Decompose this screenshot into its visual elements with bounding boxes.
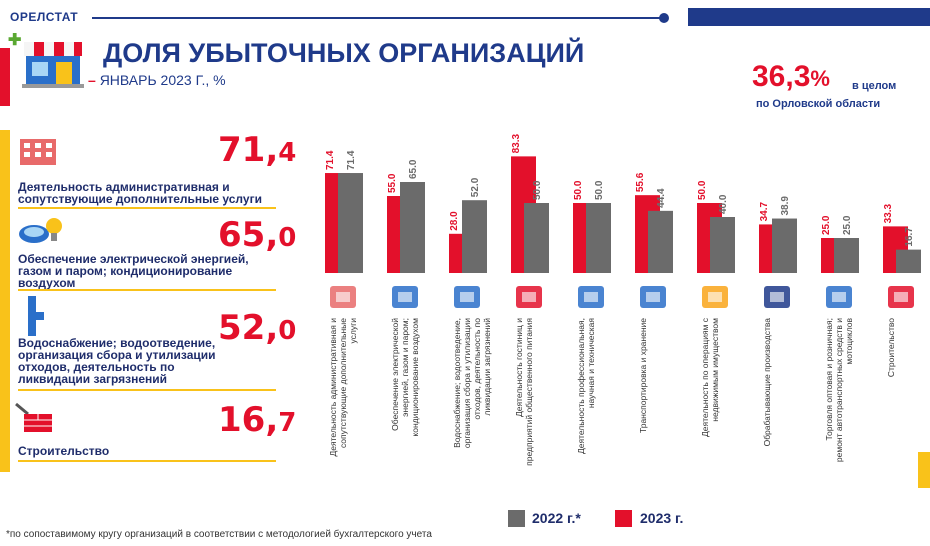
header-dot bbox=[659, 13, 669, 23]
category-label-3: Деятельность гостиниц и предприятий обще… bbox=[514, 318, 534, 466]
kpi-divider bbox=[18, 207, 276, 209]
category-label-7: Обрабатывающие производства bbox=[762, 318, 772, 447]
kpi-value-water: 52,0 bbox=[218, 308, 297, 348]
category-label-1: Обеспечение электрической энергией, газо… bbox=[390, 318, 420, 437]
category-label-6: Деятельность по операциям с недвижимым и… bbox=[700, 318, 720, 437]
bar-2022-5 bbox=[648, 210, 673, 273]
kpi-value-construction: 16,7 bbox=[218, 400, 297, 440]
page-title: ДОЛЯ УБЫТОЧНЫХ ОРГАНИЗАЦИЙ bbox=[103, 38, 585, 68]
header-bar bbox=[688, 8, 930, 26]
brick-trowel-icon bbox=[15, 402, 52, 432]
microscope-icon bbox=[578, 286, 604, 308]
bar-2022-8 bbox=[834, 238, 859, 273]
value-label-2022-4: 50.0 bbox=[594, 180, 605, 200]
brand-name: ОРЕЛСТАТ bbox=[10, 10, 79, 24]
header-rule bbox=[92, 17, 660, 19]
bar-2022-6 bbox=[710, 217, 735, 273]
value-label-2023-0: 71.4 bbox=[325, 150, 336, 170]
kpi-divider bbox=[18, 389, 276, 391]
kpi-label-water: Водоснабжение; водоотведение, организаци… bbox=[18, 336, 216, 386]
value-label-2023-2: 28.0 bbox=[449, 211, 460, 231]
shop-icon bbox=[22, 42, 84, 88]
value-label-2023-4: 50.0 bbox=[573, 180, 584, 200]
value-label-2022-6: 40.0 bbox=[718, 194, 729, 214]
bar-2022-7 bbox=[772, 218, 797, 273]
category-label-2: Водоснабжение; водоотведение, организаци… bbox=[452, 318, 492, 449]
footnote: *по сопоставимому кругу организаций в со… bbox=[6, 529, 432, 540]
legend-label-2023: 2023 г. bbox=[640, 510, 684, 526]
category-label-9: Строительство bbox=[886, 318, 896, 378]
value-label-2023-6: 50.0 bbox=[697, 180, 708, 200]
car-repair-icon bbox=[826, 286, 852, 308]
value-label-2022-0: 71.4 bbox=[346, 150, 357, 170]
bar-2022-4 bbox=[586, 203, 611, 273]
value-label-2023-1: 55.0 bbox=[387, 173, 398, 193]
value-label-2022-9: 16.7 bbox=[904, 227, 915, 247]
bar-2022-3 bbox=[524, 203, 549, 273]
kpi-label-construction: Строительство bbox=[18, 444, 110, 458]
category-label-0: Деятельность административная и сопутств… bbox=[328, 318, 358, 457]
value-label-2023-3: 83.3 bbox=[511, 133, 522, 153]
office-building-icon bbox=[330, 286, 356, 308]
kpi-label-admin: Деятельность административная и сопутств… bbox=[18, 180, 262, 206]
kpi-divider bbox=[18, 289, 276, 291]
value-label-2022-1: 65.0 bbox=[408, 159, 419, 179]
accent-bar-red bbox=[0, 48, 10, 106]
kpi-icon-energy bbox=[16, 214, 64, 253]
kpi-icon-office bbox=[18, 135, 58, 172]
water-pipe-icon bbox=[28, 296, 44, 336]
value-label-2022-2: 52.0 bbox=[470, 177, 481, 197]
brick-trowel-icon bbox=[888, 286, 914, 308]
plus-icon: ✚ bbox=[8, 32, 22, 49]
value-label-2022-3: 50.0 bbox=[532, 180, 543, 200]
category-label-8: Торговля оптовая и розничная; ремонт авт… bbox=[824, 318, 854, 463]
value-label-2023-7: 34.7 bbox=[759, 202, 770, 222]
value-label-2023-9: 33.3 bbox=[883, 203, 894, 223]
category-label-5: Транспортировка и хранение bbox=[638, 318, 648, 433]
bar-2022-1 bbox=[400, 182, 425, 273]
water-pipe-icon bbox=[454, 286, 480, 308]
legend-swatch-2023 bbox=[615, 510, 632, 527]
kpi-value-energy: 65,0 bbox=[218, 215, 297, 255]
category-label-4: Деятельность профессиональная, научная и… bbox=[576, 318, 596, 455]
legend-label-2022: 2022 г.* bbox=[532, 510, 581, 526]
total-caption-2: по Орловской области bbox=[756, 98, 881, 110]
page-subtitle: – ЯНВАРЬ 2023 Г., % bbox=[88, 72, 226, 88]
value-label-2022-8: 25.0 bbox=[842, 215, 853, 235]
energy-icon bbox=[19, 218, 62, 243]
legend-swatch-2022 bbox=[508, 510, 525, 527]
value-label-2022-7: 38.9 bbox=[780, 196, 791, 216]
kpi-divider bbox=[18, 460, 276, 462]
value-label-2023-5: 55.6 bbox=[635, 172, 646, 192]
total-caption-1: в целом bbox=[852, 80, 897, 92]
value-label-2022-5: 44.4 bbox=[656, 188, 667, 208]
truck-icon bbox=[640, 286, 666, 308]
kpi-icon-water bbox=[20, 296, 44, 341]
value-label-2023-8: 25.0 bbox=[821, 215, 832, 235]
tools-icon bbox=[764, 286, 790, 308]
kpi-value-admin: 71,4 bbox=[218, 130, 297, 170]
accent-bar-yellow bbox=[0, 130, 10, 472]
bar-2022-9 bbox=[896, 249, 921, 273]
kpi-label-energy: Обеспечение электрической энергией, газо… bbox=[18, 252, 249, 290]
bar-2022-0 bbox=[338, 173, 363, 273]
food-icon bbox=[516, 286, 542, 308]
total-value: 36,3% bbox=[752, 60, 830, 93]
office-building-icon bbox=[20, 139, 56, 165]
house-icon bbox=[702, 286, 728, 308]
kpi-icon-construction bbox=[14, 400, 54, 439]
bar-2022-2 bbox=[462, 200, 487, 273]
energy-icon bbox=[392, 286, 418, 308]
accent-bar-yellow-right bbox=[918, 452, 930, 488]
